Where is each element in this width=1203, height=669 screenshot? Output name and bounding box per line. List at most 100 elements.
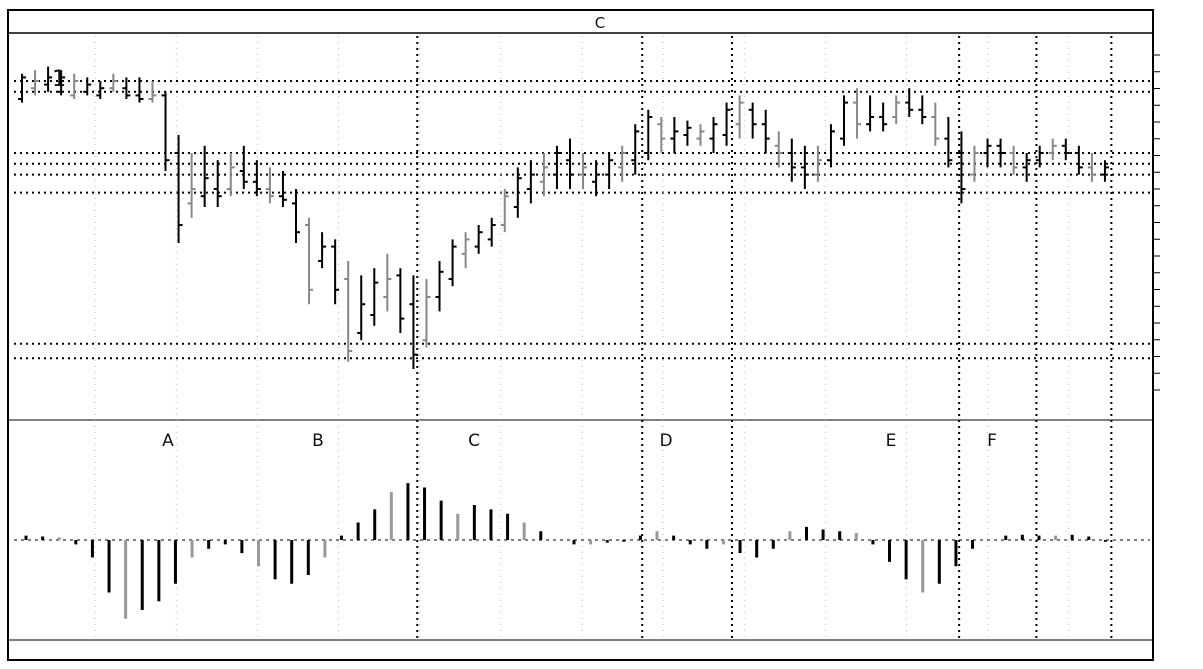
price-bar (605, 153, 614, 189)
price-bar (174, 135, 183, 243)
price-bar (57, 70, 66, 96)
price-bar (696, 124, 705, 146)
price-bar (539, 153, 548, 197)
price-bar (566, 138, 574, 189)
price-bar (1100, 160, 1109, 182)
price-bar (83, 77, 92, 96)
price-bar (957, 131, 966, 204)
price-bar (70, 73, 79, 99)
price-bar (579, 153, 588, 189)
price-bar (840, 95, 848, 146)
price-bar (631, 124, 640, 175)
price-bar (918, 95, 927, 125)
price-bar (709, 117, 718, 153)
price-bar (161, 91, 170, 171)
price-bar (748, 102, 757, 139)
price-bar (187, 153, 196, 218)
price-bar (592, 160, 601, 197)
price-bar (265, 167, 274, 204)
price-bar (292, 189, 300, 243)
price-bar (618, 145, 627, 182)
price-bar (18, 73, 26, 103)
gridlines (14, 36, 1150, 640)
price-bar (761, 109, 770, 153)
price-bar (448, 239, 457, 287)
price-bar (983, 138, 992, 168)
price-bar (239, 145, 248, 189)
price-bar (879, 102, 888, 132)
price-bar (683, 120, 692, 146)
price-bar (996, 138, 1005, 168)
price-bar (1009, 145, 1018, 175)
price-bar (970, 145, 979, 182)
price-bar (787, 138, 796, 182)
annotation-label: A (162, 431, 174, 451)
price-bar (409, 275, 418, 369)
price-bar (905, 88, 914, 117)
price-bar (474, 225, 483, 254)
price-bar (722, 102, 731, 146)
price-bar (1035, 145, 1044, 168)
price-bar (370, 268, 379, 326)
price-bar (252, 160, 261, 197)
price-bar (500, 189, 509, 233)
annotation-label: D (659, 431, 672, 451)
price-series-label: 1 (52, 67, 66, 92)
price-bar (1022, 153, 1031, 182)
price-bar (31, 70, 40, 96)
price-bar (487, 217, 496, 247)
annotation-label: E (886, 431, 897, 451)
price-bar (774, 131, 783, 168)
price-bar (813, 145, 822, 182)
price-bar (866, 95, 875, 132)
price-bar (318, 232, 327, 269)
price-bar (96, 81, 105, 99)
price-bar (800, 145, 809, 189)
price-bar (331, 239, 340, 305)
price-bar (826, 124, 835, 168)
price-bar (1048, 138, 1057, 161)
price-bar (305, 217, 314, 305)
chart-title: C (595, 14, 605, 32)
price-bar (422, 279, 431, 348)
price-bar (644, 109, 653, 161)
annotation-label: C (468, 431, 480, 451)
price-bar (383, 253, 392, 312)
price-bar (461, 232, 470, 269)
price-bar (135, 77, 144, 103)
price-bar (552, 145, 561, 189)
price-bar (148, 81, 157, 103)
price-bar (944, 117, 953, 168)
price-bar (931, 102, 940, 146)
price-bar (513, 167, 522, 218)
price-bar (892, 95, 901, 125)
price-bar (226, 153, 235, 197)
price-bar (396, 268, 405, 333)
price-bar (670, 117, 679, 153)
price-bar (435, 261, 444, 312)
annotation-label: B (312, 431, 324, 451)
price-bar (44, 66, 53, 92)
price-bar (357, 275, 366, 341)
price-bar (122, 77, 131, 99)
indicator-histogram (14, 483, 1150, 619)
price-bar (200, 145, 209, 207)
price-bar (1087, 153, 1096, 182)
price-bar (657, 117, 666, 153)
price-bars (18, 66, 1109, 369)
price-bar (1074, 145, 1083, 175)
price-bar (735, 95, 744, 139)
indicator-annotations: A B C D E F (162, 431, 997, 451)
price-bar (853, 88, 862, 139)
price-bar (213, 160, 222, 207)
y-axis (1152, 33, 1160, 660)
annotation-label: F (987, 431, 997, 451)
price-bar (1061, 138, 1070, 161)
price-bar (344, 261, 353, 362)
price-bar (278, 171, 287, 207)
price-bar (526, 160, 535, 204)
price-bar (109, 73, 118, 92)
